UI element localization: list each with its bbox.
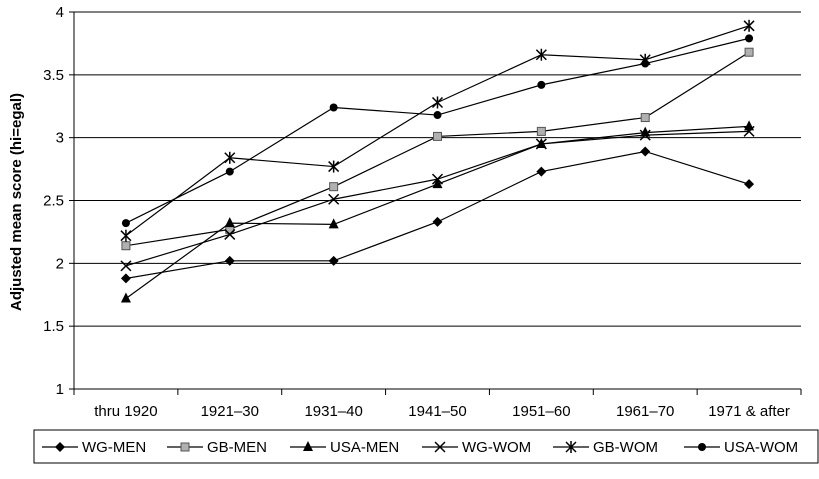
gridlines [74,11,801,327]
data-point-usa-wom [225,167,234,176]
legend-label: GB-WOM [593,439,658,456]
legend-label: USA-WOM [724,439,798,456]
legend-item-gb-wom: GB-WOM [553,439,658,456]
y-tick-labels: 1 1.5 2 2.5 3 3.5 4 [43,4,64,398]
data-point-usa-men [432,178,443,189]
data-point-usa-men [640,126,651,137]
data-point-gb-men [121,241,131,251]
series-wg-men [120,146,755,284]
legend: WG-MEN GB-MEN USA-MEN WG-WOM GB-WOM USA-WOM [33,429,819,464]
series-line-wg-wom [125,130,750,267]
series-line-gb-men [125,51,750,247]
y-tick-label: 1.5 [43,318,64,335]
y-tick-label: 1 [56,381,64,398]
legend-label: WG-MEN [82,439,146,456]
x-tick-label: 1951–60 [512,403,570,420]
series-line-gb-wom [125,25,750,237]
legend-marker-wg-men [55,442,65,452]
data-point-wg-wom [639,129,651,141]
data-point-wg-men [224,255,235,266]
x-tick-labels: thru 1920 1921–30 1931–40 1941–50 1951–60 196… [94,403,790,420]
legend-item-wg-wom: WG-WOM [422,439,531,456]
data-point-gb-wom [743,19,755,32]
legend-label: USA-MEN [330,439,399,456]
axes [69,11,802,395]
legend-item-wg-men: WG-MEN [42,439,146,456]
data-point-wg-wom [224,228,236,240]
legend-marker-usa-men [303,441,313,451]
legend-label: WG-WOM [462,439,531,456]
data-point-wg-men [640,146,651,157]
data-point-usa-wom [329,103,338,112]
data-point-wg-men [536,166,547,177]
data-point-wg-wom [328,193,340,205]
series-usa-men [120,120,755,303]
y-tick-label: 3 [56,130,64,147]
data-point-usa-wom [537,80,546,89]
x-tick-label: 1931–40 [304,403,362,420]
series-line-usa-wom [125,37,750,224]
legend-item-gb-men: GB-MEN [167,439,267,456]
x-tick-label: 1961–70 [616,403,674,420]
data-point-gb-wom [328,160,340,173]
data-point-wg-wom [743,125,755,137]
data-point-usa-wom [641,59,650,68]
data-point-usa-wom [433,111,442,120]
data-point-gb-wom [431,96,444,109]
legend-marker-gb-wom [565,441,577,453]
series-line-wg-men [125,150,750,280]
series [120,19,755,303]
legend-item-usa-wom: USA-WOM [684,439,798,456]
data-point-gb-wom [120,229,132,242]
data-point-usa-wom [745,34,754,43]
y-axis-label: Adjusted mean score (hi=egal) [8,93,25,311]
data-point-wg-wom [120,260,132,272]
data-point-usa-men [120,292,131,303]
series-wg-wom [120,125,755,272]
data-point-gb-men [744,47,754,57]
legend-marker-usa-wom [698,443,706,451]
data-point-wg-wom [535,138,547,150]
legend-marker-gb-men [180,442,190,452]
x-tick-label: 1921–30 [201,403,259,420]
series-gb-wom [120,19,755,242]
data-point-usa-men [224,217,235,228]
data-point-usa-men [328,218,339,229]
y-tick-label: 3.5 [43,67,64,84]
data-point-gb-men [433,131,442,141]
data-point-gb-men [329,182,339,192]
data-point-wg-men [120,273,131,284]
y-tick-label: 2 [56,255,64,272]
data-point-wg-men [328,255,339,266]
data-point-gb-men [640,113,650,123]
data-point-usa-wom [121,219,130,228]
data-point-gb-wom [535,48,547,61]
data-point-gb-wom [224,151,236,164]
y-tick-label: 2.5 [43,193,64,210]
x-tick-label: thru 1920 [94,403,157,420]
y-tick-label: 4 [56,4,64,21]
data-point-wg-wom [431,173,444,185]
x-tick-label: 1971 & after [708,403,790,420]
data-point-wg-men [744,179,755,190]
series-line-usa-men [125,125,750,300]
series-usa-wom [121,34,754,228]
data-point-wg-men [432,216,443,227]
legend-label: GB-MEN [207,439,267,456]
legend-marker-wg-wom [434,441,446,453]
data-point-gb-men [536,126,546,136]
legend-item-usa-men: USA-MEN [290,439,399,456]
x-tick-label: 1941–50 [408,403,466,420]
